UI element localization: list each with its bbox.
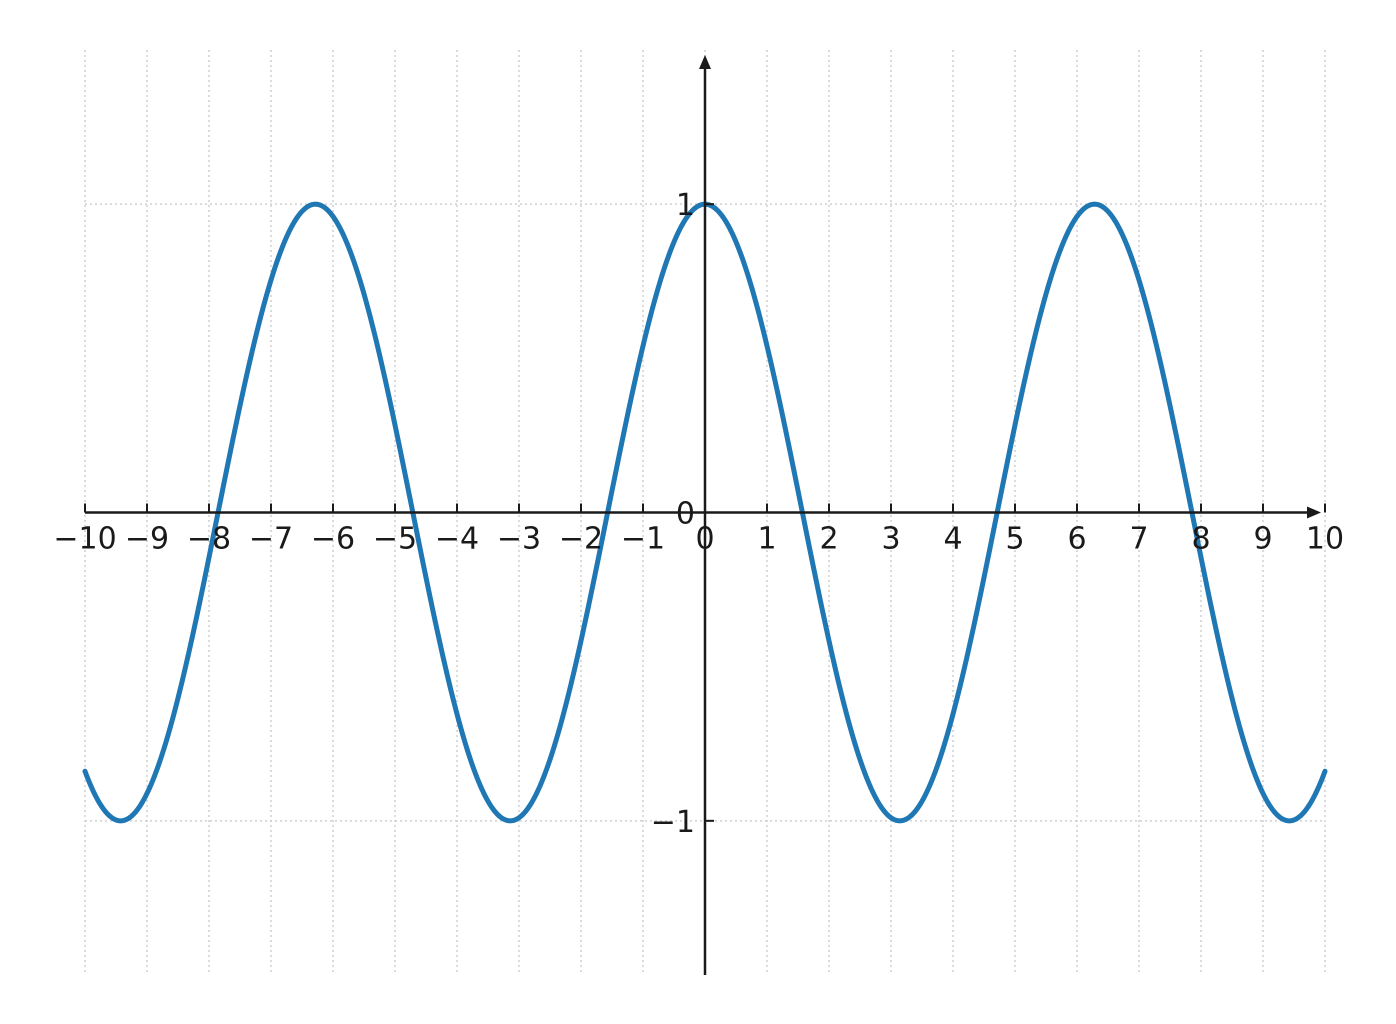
y-tick-label: 0: [676, 497, 695, 532]
x-tick-label: 5: [1005, 522, 1024, 557]
y-tick-label: −1: [651, 805, 695, 840]
y-tick-label: 1: [676, 188, 695, 223]
x-tick-label: 3: [881, 522, 900, 557]
tick-labels: −10 −9 −8 −7 −6 −5 −4 −3 −2 −1 0 1 2 3 4 5 6 7 8 9 10−101: [53, 188, 1344, 840]
y-axis-arrow-icon: [699, 55, 711, 69]
x-axis-arrow-icon: [1307, 506, 1321, 519]
x-tick-label: 9: [1253, 522, 1272, 557]
x-tick-label: −1: [621, 522, 665, 557]
x-tick-label: 0: [695, 522, 714, 557]
x-tick-label: 10: [1306, 522, 1344, 557]
x-tick-label: −4: [435, 522, 479, 557]
x-tick-label: 2: [819, 522, 838, 557]
x-tick-label: −7: [249, 522, 293, 557]
x-tick-label: 1: [757, 522, 776, 557]
x-tick-label: −9: [125, 522, 169, 557]
axes: [84, 55, 1326, 975]
x-tick-label: 6: [1067, 522, 1086, 557]
grid: [84, 50, 1326, 975]
x-tick-label: 7: [1129, 522, 1148, 557]
x-tick-label: −8: [187, 522, 231, 557]
x-tick-label: −3: [497, 522, 541, 557]
x-tick-label: −6: [311, 522, 355, 557]
x-tick-label: −2: [559, 522, 603, 557]
x-tick-label: −10: [53, 522, 116, 557]
x-tick-label: −5: [373, 522, 417, 557]
x-tick-label: 8: [1191, 522, 1210, 557]
x-tick-label: 4: [943, 522, 962, 557]
